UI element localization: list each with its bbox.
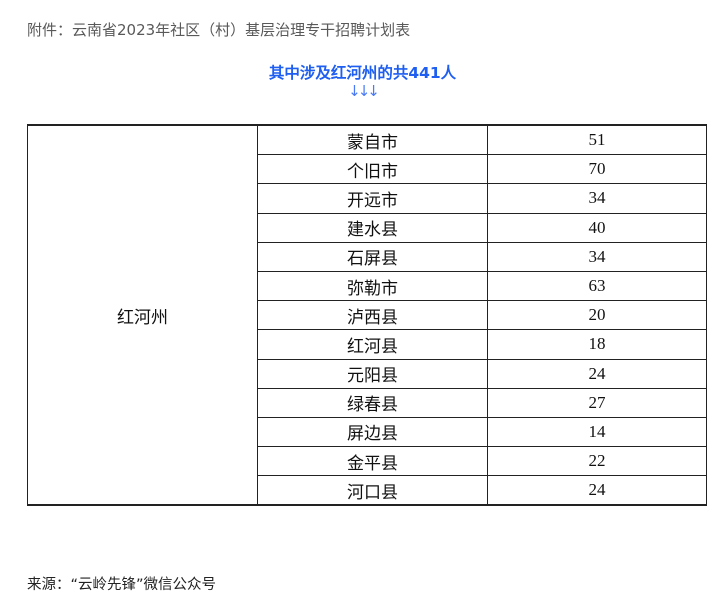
count-cell: 27	[487, 387, 707, 418]
table-row: 金平县 22	[28, 446, 707, 477]
table-row: 弥勒市 63	[28, 270, 707, 302]
count-cell: 34	[487, 241, 707, 272]
county-cell: 泸西县	[257, 300, 488, 331]
count-cell: 70	[487, 154, 707, 185]
down-arrows-icon: ↓↓↓	[348, 82, 380, 100]
count-cell: 40	[487, 212, 707, 243]
table-row: 元阳县 24	[28, 358, 707, 389]
count-cell: 22	[487, 446, 707, 477]
table-row: 石屏县 34	[28, 241, 707, 272]
county-cell: 元阳县	[257, 358, 488, 389]
county-cell: 金平县	[257, 446, 488, 477]
county-cell: 建水县	[257, 212, 488, 243]
table-row: 泸西县 20	[28, 300, 707, 331]
count-cell: 20	[487, 300, 707, 331]
count-cell: 51	[487, 124, 707, 156]
county-cell: 绿春县	[257, 387, 488, 418]
table-row: 红河州 蒙自市 51	[27, 124, 707, 506]
count-cell: 24	[487, 358, 707, 389]
table-row: 红河县 18	[28, 329, 707, 360]
caption: 附件：云南省2023年社区（村）基层治理专干招聘计划表	[27, 21, 411, 39]
count-cell: 14	[487, 416, 707, 448]
county-cell: 屏边县	[257, 416, 488, 448]
county-cell: 红河县	[257, 329, 488, 360]
recruitment-table: 红河州 蒙自市 51 个旧市 70 开远市 34 建水县 40 石屏县 34 弥勒市 63 泸西县 20 红河…	[27, 124, 707, 507]
table-row: 个旧市 70	[28, 154, 707, 185]
table-row: 绿春县 27	[28, 387, 707, 418]
headline: 其中涉及红河州的共441人	[268, 64, 457, 82]
region-cell: 红河州	[27, 124, 258, 506]
table-row: 开远市 34	[28, 183, 707, 214]
count-cell: 34	[487, 183, 707, 214]
county-cell: 蒙自市	[257, 124, 488, 156]
county-cell: 个旧市	[257, 154, 488, 185]
county-cell: 弥勒市	[257, 270, 488, 302]
county-cell: 开远市	[257, 183, 488, 214]
count-cell: 18	[487, 329, 707, 360]
table-row: 建水县 40	[28, 212, 707, 243]
county-cell: 河口县	[257, 475, 488, 506]
count-cell: 24	[487, 475, 707, 506]
source-note: 来源：“云岭先锋”微信公众号	[27, 577, 217, 593]
count-cell: 63	[487, 270, 707, 302]
table-row: 河口县 24	[28, 475, 707, 506]
county-cell: 石屏县	[257, 241, 488, 272]
